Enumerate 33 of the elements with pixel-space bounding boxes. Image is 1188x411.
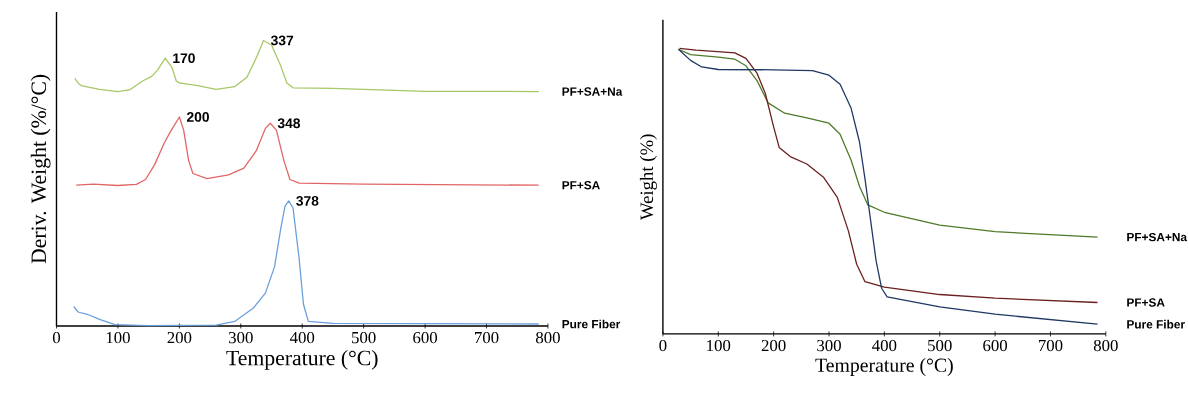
x-tick-label: 100 [707,339,731,352]
x-tick-label: 800 [536,331,560,344]
x-tick-label: 700 [475,331,499,344]
y-axis-title: Deriv. Weight (%/°C) [30,74,51,264]
x-tick-label: 600 [413,331,438,344]
x-tick-label: 800 [1093,339,1118,352]
x-axis-title: Temperature (°C) [226,349,378,370]
x-tick-label: 200 [167,331,192,344]
annotation: 337 [270,35,294,46]
x-tick-label: 500 [928,339,952,352]
x-tick-label: 100 [106,331,130,344]
text: Pure Fiber [562,319,621,329]
x-tick-label: 400 [289,331,315,344]
text: PF+SA+Na [1127,232,1188,242]
x-tick-label: 0 [52,331,61,344]
y-axis-title: Weight (%) [639,134,657,221]
x-tick-label: 200 [761,339,786,352]
x-tick-label: 400 [872,339,897,352]
x-tick-label: 300 [817,339,841,352]
x-tick-label: 600 [983,339,1008,352]
annotation: 170 [173,53,195,63]
x-tick-label: 700 [1038,339,1063,352]
annotation: 200 [186,111,209,122]
annotation: 348 [277,118,301,129]
x-tick-label: 0 [659,339,667,352]
x-axis-title: Temperature (°C) [815,357,953,376]
text: PF+SA [562,180,600,190]
text: PF+SA [1127,298,1165,307]
x-tick-label: 500 [352,331,376,344]
text: PF+SA+Na [562,87,623,96]
annotation: 378 [296,195,319,206]
text: Pure Fiber [1127,319,1185,329]
x-tick-label: 300 [229,331,253,344]
